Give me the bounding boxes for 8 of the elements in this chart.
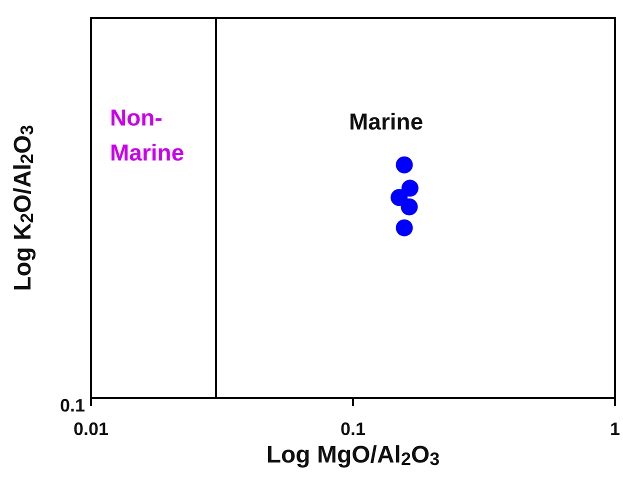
x-tick-label: 0.1 [340, 419, 366, 439]
x-tick-label: 1 [610, 419, 620, 439]
y-axis-title: Log K2O/Al2O3 [10, 124, 37, 292]
x-tick-label: 0.01 [73, 419, 109, 439]
text: 0.1 [60, 396, 86, 416]
text: Marine [349, 108, 424, 134]
annotation: Non- Marine [110, 104, 184, 166]
x-axis-title: Log MgO/Al2O3 [266, 441, 440, 469]
